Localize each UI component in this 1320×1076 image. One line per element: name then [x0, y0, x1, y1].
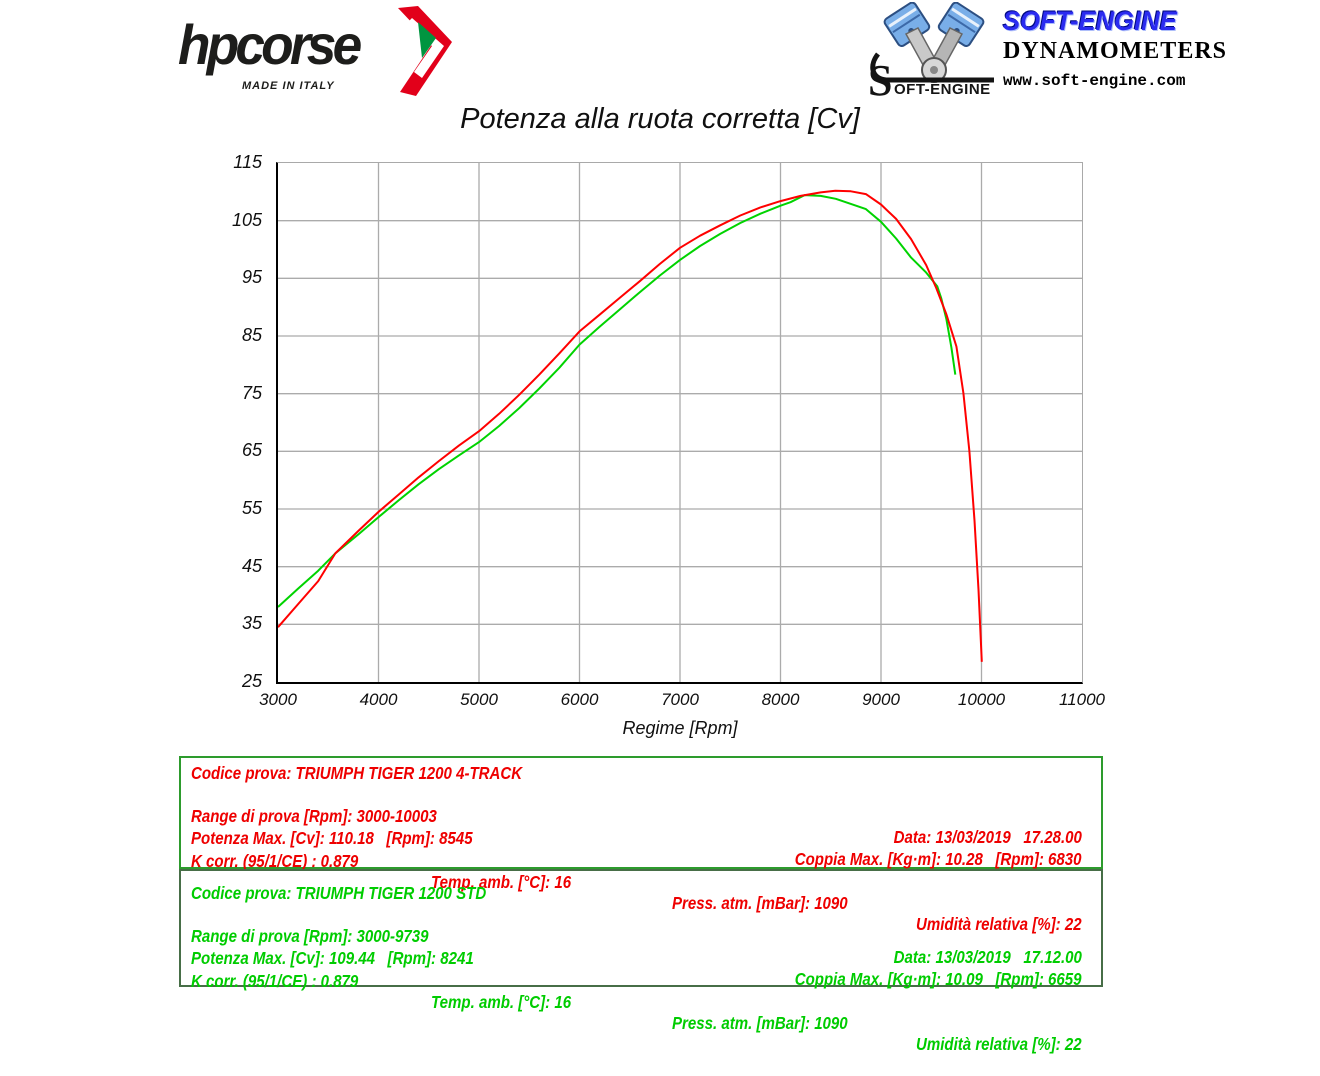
x-axis-title: Regime [Rpm] [622, 718, 738, 738]
plot-svg [278, 163, 1082, 682]
coppia-max-red: Coppia Max. [Kg·m]: 10.28 [Rpm]: 6830 [795, 849, 1082, 869]
y-tick-label: 105 [231, 209, 262, 230]
x-tick-label: 10000 [957, 690, 1006, 709]
hpcorse-brand-text: hpcorse [178, 13, 362, 76]
svg-text:S: S [868, 56, 892, 98]
chart-title: Potenza alla ruota corretta [Cv] [460, 103, 860, 135]
data-ora-red: Data: 13/03/2019 17.28.00 [893, 827, 1082, 847]
y-tick-label: 95 [241, 267, 262, 288]
coppia-max-green: Coppia Max. [Kg·m]: 10.09 [Rpm]: 6659 [795, 969, 1082, 989]
range-prova-green: Range di prova [Rpm]: 3000-9739 [191, 926, 429, 946]
softengine-brand-text: SOFT-ENGINE [1003, 6, 1177, 36]
y-tick-label: 55 [241, 498, 262, 518]
svg-text:OFT-ENGINE: OFT-ENGINE [894, 81, 991, 98]
range-prova-red: Range di prova [Rpm]: 3000-10003 [191, 806, 437, 826]
y-tick-label: 45 [241, 555, 262, 576]
x-tick-label: 6000 [560, 690, 599, 709]
x-tick-label: 11000 [1058, 690, 1105, 709]
softengine-pistons-icon: S OFT-ENGINE [868, 2, 994, 98]
x-tick-label: 9000 [862, 690, 900, 709]
softengine-url-text: www.soft-engine.com [1003, 72, 1186, 90]
result-box-std: Codice prova: TRIUMPH TIGER 1200 STD Ran… [179, 869, 1103, 1054]
hpcorse-tagline: MADE IN ITALY [242, 80, 335, 92]
press-atm-red: Press. atm. [mBar]: 1090 [672, 893, 848, 913]
y-tick-label: 75 [241, 382, 262, 403]
x-tick-label: 4000 [359, 690, 398, 709]
softengine-logo: S OFT-ENGINE SOFT-ENGINE DYNAMOMETERS ww… [868, 2, 1226, 98]
x-tick-label: 7000 [661, 690, 699, 709]
y-tick-label: 85 [241, 325, 262, 345]
x-tick-label: 5000 [460, 690, 498, 709]
dyno-report-page: { "header": { "hpcorse": { "brand": "hpc… [158, 2, 1227, 1054]
kcorr-green: K corr. (95/1/CE) : 0.879 [191, 971, 359, 991]
plot-area [276, 162, 1083, 684]
temp-amb-red: Temp. amb. [°C]: 16 [431, 872, 572, 892]
codice-prova-red: Codice prova: TRIUMPH TIGER 1200 4-TRACK [191, 763, 523, 783]
umidita-green: Umidità relativa [%]: 22 [916, 1034, 1082, 1054]
potenza-max-green: Potenza Max. [Cv]: 109.44 [Rpm]: 8241 [191, 948, 474, 968]
data-ora-green: Data: 13/03/2019 17.12.00 [893, 947, 1082, 967]
softengine-dynamometers-text: DYNAMOMETERS [1003, 38, 1228, 64]
y-tick-label: 25 [241, 671, 262, 691]
hpcorse-arrow-icon [398, 6, 452, 96]
y-tick-label: 115 [233, 152, 262, 172]
y-tick-label: 35 [241, 613, 262, 634]
power-chart: 25 35 45 55 65 75 85 95 105 115 3000 4000 5000 6000 7… [170, 150, 1170, 760]
umidita-red: Umidità relativa [%]: 22 [916, 914, 1082, 934]
hpcorse-logo: hpcorse MADE IN ITALY [158, 6, 478, 98]
potenza-max-red: Potenza Max. [Cv]: 110.18 [Rpm]: 8545 [191, 828, 473, 848]
result-box-4track: Codice prova: TRIUMPH TIGER 1200 4-TRACK… [179, 756, 1103, 934]
codice-prova-green: Codice prova: TRIUMPH TIGER 1200 STD [191, 883, 487, 903]
x-tick-label: 8000 [761, 690, 800, 709]
kcorr-red: K corr. (95/1/CE) : 0.879 [191, 851, 359, 871]
press-atm-green: Press. atm. [mBar]: 1090 [672, 1013, 848, 1033]
temp-amb-green: Temp. amb. [°C]: 16 [431, 992, 572, 1012]
y-tick-label: 65 [241, 440, 262, 461]
x-tick-label: 3000 [259, 690, 297, 709]
